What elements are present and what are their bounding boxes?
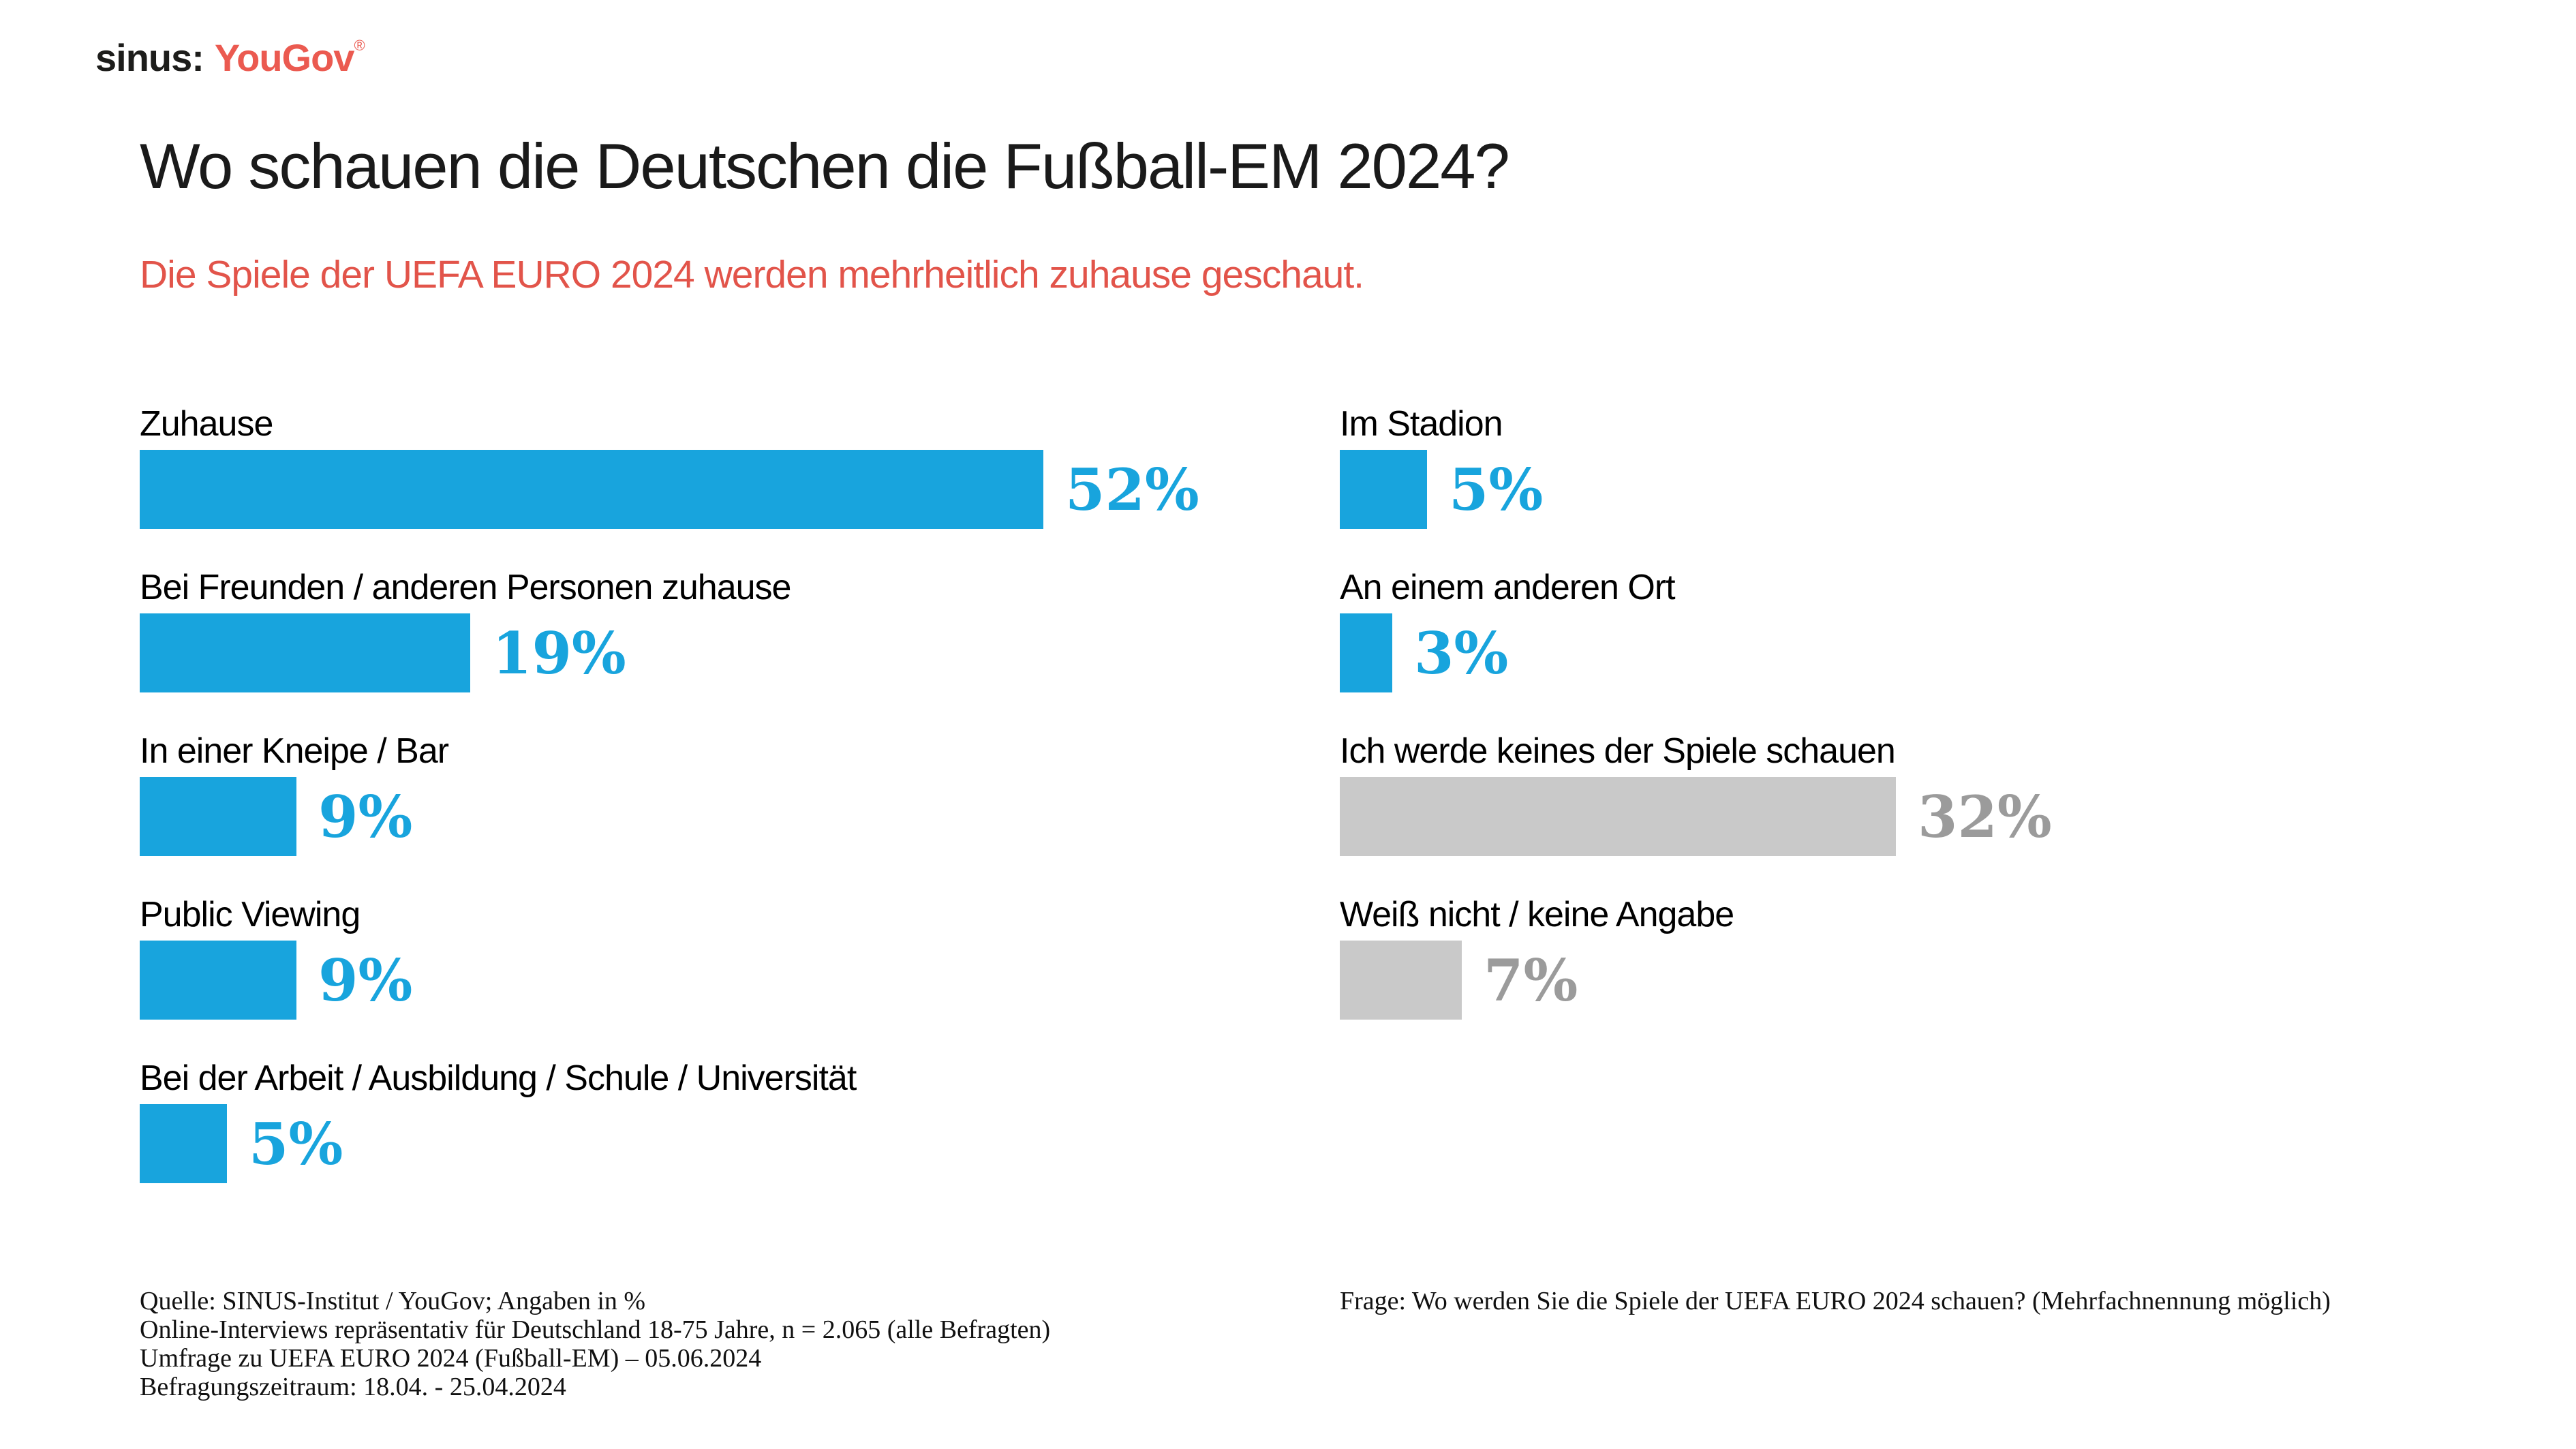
bar-track: 9%	[140, 777, 1339, 856]
bar-track: 7%	[1340, 941, 2539, 1020]
bar-value: 5%	[1449, 455, 1544, 523]
bar-label: Zuhause	[140, 404, 273, 444]
bar-track: 5%	[140, 1104, 1339, 1183]
bar-row: In einer Kneipe / Bar 9%	[140, 731, 1339, 856]
bar-value: 9%	[318, 946, 413, 1014]
bar-value: 32%	[1918, 782, 2052, 851]
bar-value: 5%	[249, 1110, 343, 1178]
bar-chart-column-left: Zuhause 52% Bei Freunden / anderen Persone…	[140, 403, 1339, 1221]
bar-track: 19%	[140, 613, 1339, 692]
bar	[1340, 613, 1392, 692]
bar-label: Public Viewing	[140, 895, 361, 934]
bar	[140, 450, 1043, 529]
source-line: Online-Interviews repräsentativ für Deut…	[140, 1315, 1051, 1344]
page-subtitle: Die Spiele der UEFA EURO 2024 werden meh…	[140, 253, 1364, 296]
bar-value: 52%	[1065, 455, 1199, 523]
page-title: Wo schauen die Deutschen die Fußball-EM …	[140, 130, 1510, 202]
bar	[140, 941, 296, 1020]
bar	[140, 613, 470, 692]
source-line: Umfrage zu UEFA EURO 2024 (Fußball-EM) –…	[140, 1344, 762, 1373]
yougov-logo-text: YouGov	[214, 36, 355, 79]
bar-label: An einem anderen Ort	[1340, 568, 1676, 607]
bar	[1340, 777, 1896, 856]
bar-label: Bei Freunden / anderen Personen zuhause	[140, 568, 791, 607]
bar-row: Zuhause 52%	[140, 403, 1339, 529]
bar-value: 7%	[1484, 946, 1578, 1014]
bar-row: An einem anderen Ort 3%	[1340, 567, 2539, 692]
bar-row: Ich werde keines der Spiele schauen 32%	[1340, 731, 2539, 856]
brand-logo: sinus: YouGov®	[95, 35, 365, 80]
bar-value: 19%	[492, 619, 626, 687]
yougov-logo: YouGov®	[215, 36, 365, 79]
bar-track: 5%	[1340, 450, 2539, 529]
bar	[140, 1104, 227, 1183]
bar-label: Im Stadion	[1340, 404, 1503, 444]
bar-row: Public Viewing 9%	[140, 894, 1339, 1020]
question-line: Frage: Wo werden Sie die Spiele der UEFA…	[1340, 1287, 2331, 1315]
bar-row: Im Stadion 5%	[1340, 403, 2539, 529]
bar-row: Bei der Arbeit / Ausbildung / Schule / U…	[140, 1058, 1339, 1183]
bar-track: 9%	[140, 941, 1339, 1020]
question-note: Frage: Wo werden Sie die Spiele der UEFA…	[1340, 1287, 2331, 1315]
bar-track: 3%	[1340, 613, 2539, 692]
bar-value: 9%	[318, 782, 413, 851]
bar-label: Weiß nicht / keine Angabe	[1340, 895, 1734, 934]
registered-mark: ®	[354, 37, 365, 54]
bar	[1340, 941, 1462, 1020]
bar-label: Ich werde keines der Spiele schauen	[1340, 731, 1896, 771]
source-note: Quelle: SINUS-Institut / YouGov; Angaben…	[140, 1287, 1050, 1401]
sinus-logo: sinus:	[95, 36, 204, 79]
bar	[1340, 450, 1427, 529]
source-line: Befragungszeitraum: 18.04. - 25.04.2024	[140, 1373, 566, 1401]
bar-value: 3%	[1414, 619, 1509, 687]
bar-chart-column-right: Im Stadion 5% An einem anderen Ort 3% Ich we…	[1340, 403, 2539, 1058]
source-line: Quelle: SINUS-Institut / YouGov; Angaben…	[140, 1287, 646, 1315]
bar	[140, 777, 296, 856]
bar-label: Bei der Arbeit / Ausbildung / Schule / U…	[140, 1058, 857, 1098]
bar-row: Bei Freunden / anderen Personen zuhause 1…	[140, 567, 1339, 692]
bar-label: In einer Kneipe / Bar	[140, 731, 449, 771]
bar-track: 32%	[1340, 777, 2539, 856]
bar-track: 52%	[140, 450, 1339, 529]
bar-row: Weiß nicht / keine Angabe 7%	[1340, 894, 2539, 1020]
